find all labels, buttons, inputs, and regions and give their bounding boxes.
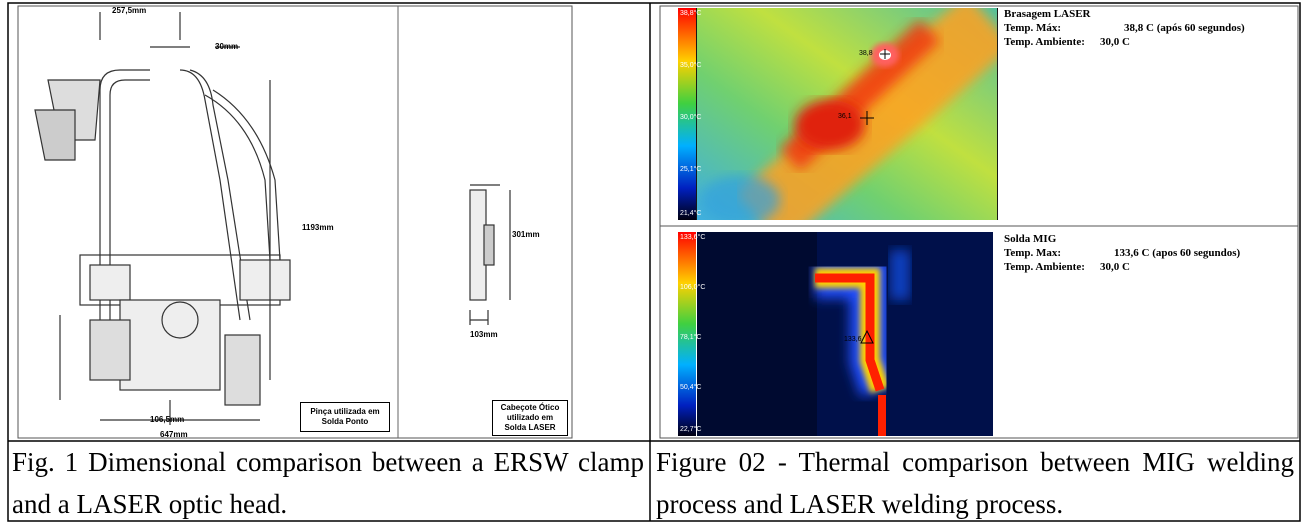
dimension-label: 647mm — [160, 430, 188, 439]
dimension-label: 103mm — [470, 330, 498, 339]
dimension-label: 257,5mm — [112, 6, 147, 15]
panel-title: Solda MIG — [1004, 233, 1057, 245]
scale-label: 78,1°C — [680, 334, 702, 341]
info-key: Temp. Máx: — [1004, 22, 1062, 34]
color-scale — [678, 232, 696, 436]
table-border — [7, 2, 1301, 522]
info-key: Temp. Ambiente: — [1004, 36, 1085, 48]
scale-label: 21,4°C — [680, 210, 702, 217]
caption: Figure 02 - Thermal comparison between M… — [656, 447, 1294, 519]
panel-title: Brasagem LASER — [1004, 8, 1091, 20]
info-value: 30,0 C — [1100, 36, 1130, 48]
dimension-label: 106,5mm — [150, 415, 185, 424]
scale-label: 22,7°C — [680, 426, 702, 433]
scale-label: 133,6°C — [680, 234, 706, 241]
info-value: 30,0 C — [1100, 261, 1130, 273]
drawing-note: Cabeçote Ótico utilizado em Solda LASER — [492, 400, 568, 436]
scale-label: 35,0°C — [680, 62, 702, 69]
caption: Fig. 1 Dimensional comparison between a … — [12, 447, 644, 519]
mig-thermal-image — [697, 232, 993, 436]
scale-label: 50,4°C — [680, 384, 702, 391]
info-key: Temp. Max: — [1004, 247, 1062, 259]
dimension-label: 301mm — [512, 230, 540, 239]
scale-label: 38,8°C — [680, 10, 702, 17]
info-value: 38,8 C (após 60 segundos) — [1124, 22, 1245, 34]
info-value: 133,6 C (apos 60 segundos) — [1114, 247, 1241, 259]
scale-label: 30,0°C — [680, 114, 702, 121]
info-key: Temp. Ambiente: — [1004, 261, 1085, 273]
dimension-label: 1193mm — [302, 223, 334, 232]
point-label: 36,1 — [838, 113, 852, 120]
drawing-note: Pinça utilizada em Solda Ponto — [300, 402, 390, 432]
laser-thermal-image — [697, 8, 997, 220]
scale-label: 106,0°C — [680, 284, 706, 291]
scale-label: 25,1°C — [680, 166, 702, 173]
clamp-drawing — [34, 12, 291, 425]
dimension-label: 30mm — [215, 42, 239, 51]
optic-head-drawing — [469, 184, 511, 325]
point-label: 133,6 — [844, 336, 862, 343]
point-label: 38,8 — [859, 50, 873, 57]
color-scale — [678, 8, 696, 220]
